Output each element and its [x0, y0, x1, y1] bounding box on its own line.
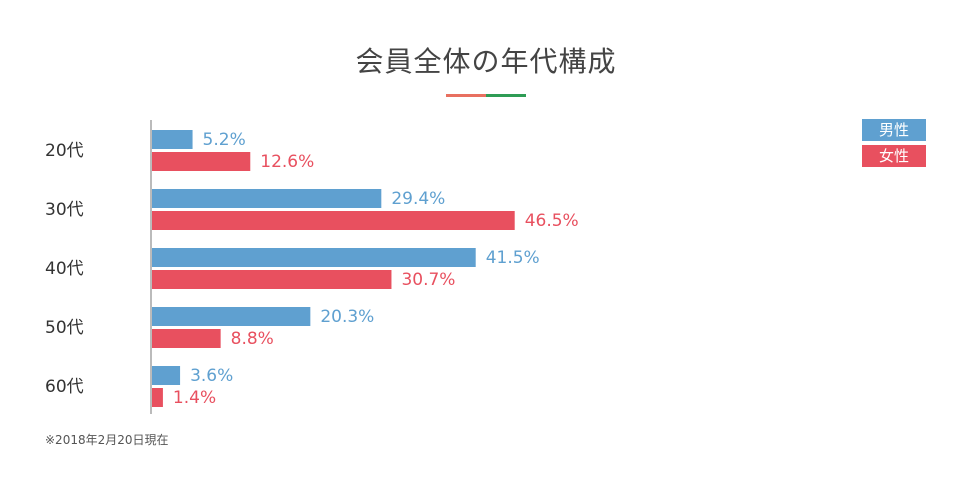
- value-label-male: 29.4%: [391, 189, 445, 209]
- bar-female: [152, 329, 221, 348]
- value-label-male: 3.6%: [190, 366, 233, 386]
- legend-item-male: 男性: [862, 119, 926, 141]
- bar-male: [152, 248, 476, 267]
- chart-title: 会員全体の年代構成: [355, 45, 617, 78]
- bar-male: [152, 189, 382, 208]
- bar-female: [152, 388, 163, 407]
- legend: 男性 女性: [862, 119, 926, 171]
- bar-male: [152, 307, 311, 326]
- title-underline-left: [446, 94, 486, 97]
- bar-male: [152, 366, 181, 385]
- value-label-female: 1.4%: [173, 388, 216, 408]
- value-label-female: 30.7%: [401, 270, 455, 290]
- bar-female: [152, 152, 251, 171]
- category-label: 60代: [45, 377, 84, 397]
- value-label-male: 5.2%: [203, 130, 246, 150]
- bar-female: [152, 211, 515, 230]
- category-label: 40代: [45, 259, 84, 279]
- footnote: ※2018年2月20日現在: [45, 433, 169, 447]
- value-label-male: 20.3%: [320, 307, 374, 327]
- value-label-female: 8.8%: [231, 329, 274, 349]
- bar-female: [152, 270, 392, 289]
- title-underline-right: [486, 94, 526, 97]
- legend-item-female: 女性: [862, 145, 926, 167]
- category-label: 30代: [45, 200, 84, 220]
- value-label-female: 12.6%: [260, 152, 314, 172]
- bar-male: [152, 130, 193, 149]
- category-label: 50代: [45, 318, 84, 338]
- category-label: 20代: [45, 141, 84, 161]
- title-underline: [446, 94, 526, 97]
- value-label-male: 41.5%: [486, 248, 540, 268]
- value-label-female: 46.5%: [525, 211, 579, 231]
